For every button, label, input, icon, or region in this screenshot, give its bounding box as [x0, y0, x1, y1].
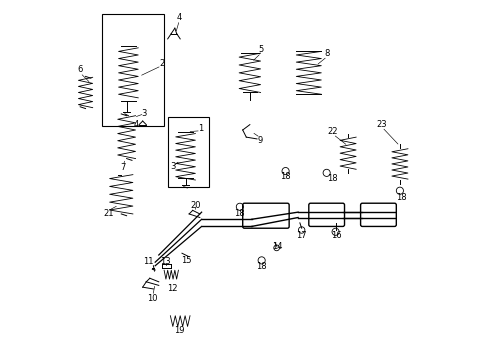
Text: 4: 4 [177, 13, 182, 22]
Text: 3: 3 [142, 109, 147, 118]
Text: 18: 18 [234, 210, 244, 219]
Text: 19: 19 [174, 326, 184, 335]
Text: 5: 5 [258, 45, 264, 54]
Text: 21: 21 [103, 209, 114, 218]
Text: 22: 22 [327, 127, 338, 136]
Text: 18: 18 [326, 174, 337, 183]
Text: 1: 1 [198, 124, 203, 133]
Text: 7: 7 [120, 163, 125, 172]
Bar [167, 117, 208, 187]
Text: 15: 15 [181, 256, 191, 265]
Text: 23: 23 [376, 120, 386, 129]
Text: 17: 17 [295, 231, 306, 240]
Text: 4: 4 [133, 120, 139, 129]
Text: 2: 2 [159, 59, 164, 68]
Bar [102, 14, 164, 126]
Text: 20: 20 [190, 201, 201, 210]
Text: 16: 16 [331, 231, 341, 240]
Text: 3: 3 [170, 162, 175, 171]
Text: 18: 18 [256, 262, 266, 271]
Text: 14: 14 [272, 242, 283, 251]
Text: 18: 18 [395, 193, 406, 202]
Text: 18: 18 [280, 172, 290, 181]
Text: 10: 10 [147, 294, 158, 303]
Text: 12: 12 [167, 284, 177, 293]
Text: 11: 11 [143, 257, 154, 266]
Text: 9: 9 [258, 136, 263, 145]
Text: 13: 13 [160, 257, 170, 266]
Text: 8: 8 [324, 49, 329, 58]
Text: 6: 6 [77, 66, 82, 75]
